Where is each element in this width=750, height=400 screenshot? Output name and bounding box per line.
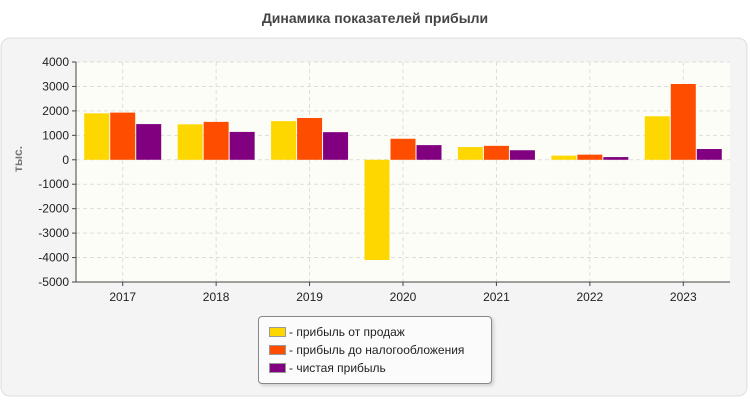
y-tick-label: 4000 xyxy=(42,55,69,69)
bar-2020-series-2 xyxy=(390,138,416,160)
y-tick-label: -2000 xyxy=(38,202,69,216)
y-axis-label: тыс. xyxy=(11,146,25,172)
x-tick-label: 2021 xyxy=(483,290,510,304)
legend-label: - прибыль до налогообложения xyxy=(289,343,465,357)
chart-title: Динамика показателей прибыли xyxy=(261,10,489,26)
bar-2021-series-2 xyxy=(483,145,509,160)
y-tick-label: 0 xyxy=(62,153,69,167)
legend-item-sales-profit: - прибыль от продаж xyxy=(269,323,405,341)
bar-2017-series-3 xyxy=(136,124,162,160)
bar-2020-series-3 xyxy=(416,145,442,160)
x-tick-labels: 2017 2018 2019 2020 2021 2022 2023 xyxy=(109,290,697,304)
bar-2021-series-3 xyxy=(509,150,535,160)
bar-2022-series-1 xyxy=(551,155,577,160)
bar-2018-series-1 xyxy=(177,124,203,160)
x-tick-label: 2023 xyxy=(670,290,697,304)
legend-swatch-sales-profit xyxy=(269,327,286,337)
y-tick-label: -3000 xyxy=(38,226,69,240)
bar-2019-series-2 xyxy=(297,117,323,160)
bar-2017-series-1 xyxy=(84,113,110,160)
legend-item-pretax-profit: - прибыль до налогообложения xyxy=(269,341,464,359)
bar-2019-series-1 xyxy=(271,121,297,160)
bar-2023-series-3 xyxy=(696,149,722,160)
bar-2023-series-2 xyxy=(670,84,696,160)
y-tick-label: 3000 xyxy=(42,79,69,93)
bar-2019-series-3 xyxy=(323,132,349,160)
y-tick-label: -5000 xyxy=(38,275,69,289)
y-tick-label: -4000 xyxy=(38,251,69,265)
legend-swatch-net-profit xyxy=(269,363,286,373)
bar-2017-series-2 xyxy=(110,112,136,160)
legend-label: - чистая прибыль xyxy=(289,361,386,375)
legend-swatch-pretax-profit xyxy=(269,345,286,355)
x-tick-label: 2017 xyxy=(109,290,136,304)
legend: - прибыль от продаж - прибыль до налогоо… xyxy=(258,316,492,384)
bars xyxy=(84,84,722,260)
bar-2022-series-2 xyxy=(577,154,603,160)
bar-2020-series-1 xyxy=(364,159,390,260)
x-tick-label: 2019 xyxy=(296,290,323,304)
x-tick-label: 2020 xyxy=(390,290,417,304)
legend-item-net-profit: - чистая прибыль xyxy=(269,359,386,377)
legend-label: - прибыль от продаж xyxy=(289,325,405,339)
bar-2018-series-3 xyxy=(229,131,255,160)
x-tick-label: 2022 xyxy=(577,290,604,304)
y-tick-label: 1000 xyxy=(42,128,69,142)
plot-background xyxy=(76,62,730,282)
y-tick-label: 2000 xyxy=(42,104,69,118)
x-tick-label: 2018 xyxy=(203,290,230,304)
bar-2018-series-2 xyxy=(203,121,229,160)
plot-area xyxy=(76,62,730,282)
y-tick-label: -1000 xyxy=(38,177,69,191)
bar-2022-series-3 xyxy=(603,157,629,160)
axes xyxy=(75,62,730,283)
y-tick-labels: 4000 3000 2000 1000 0 -1000 -2000 -3000 -4000 -50… xyxy=(38,55,69,289)
bar-2023-series-1 xyxy=(644,116,670,160)
bar-2021-series-1 xyxy=(457,147,483,160)
